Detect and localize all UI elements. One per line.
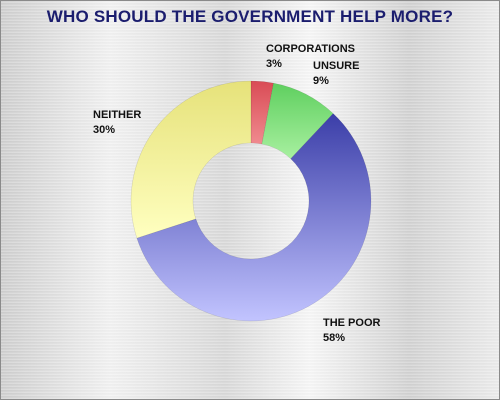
- slice-corporations: [250, 80, 274, 145]
- slice-the-poor: [136, 113, 372, 322]
- category-label: NEITHER: [93, 109, 141, 121]
- category-label: THE POOR: [323, 317, 381, 329]
- chart-title: WHO SHOULD THE GOVERNMENT HELP MORE?: [46, 7, 454, 26]
- category-label: CORPORATIONS: [266, 43, 355, 55]
- value-label: 9%: [313, 75, 329, 87]
- value-label: 3%: [266, 58, 282, 70]
- category-label: UNSURE: [313, 60, 359, 72]
- slice-neither: [130, 80, 252, 239]
- value-label: 58%: [323, 332, 345, 344]
- value-label: 30%: [93, 124, 115, 136]
